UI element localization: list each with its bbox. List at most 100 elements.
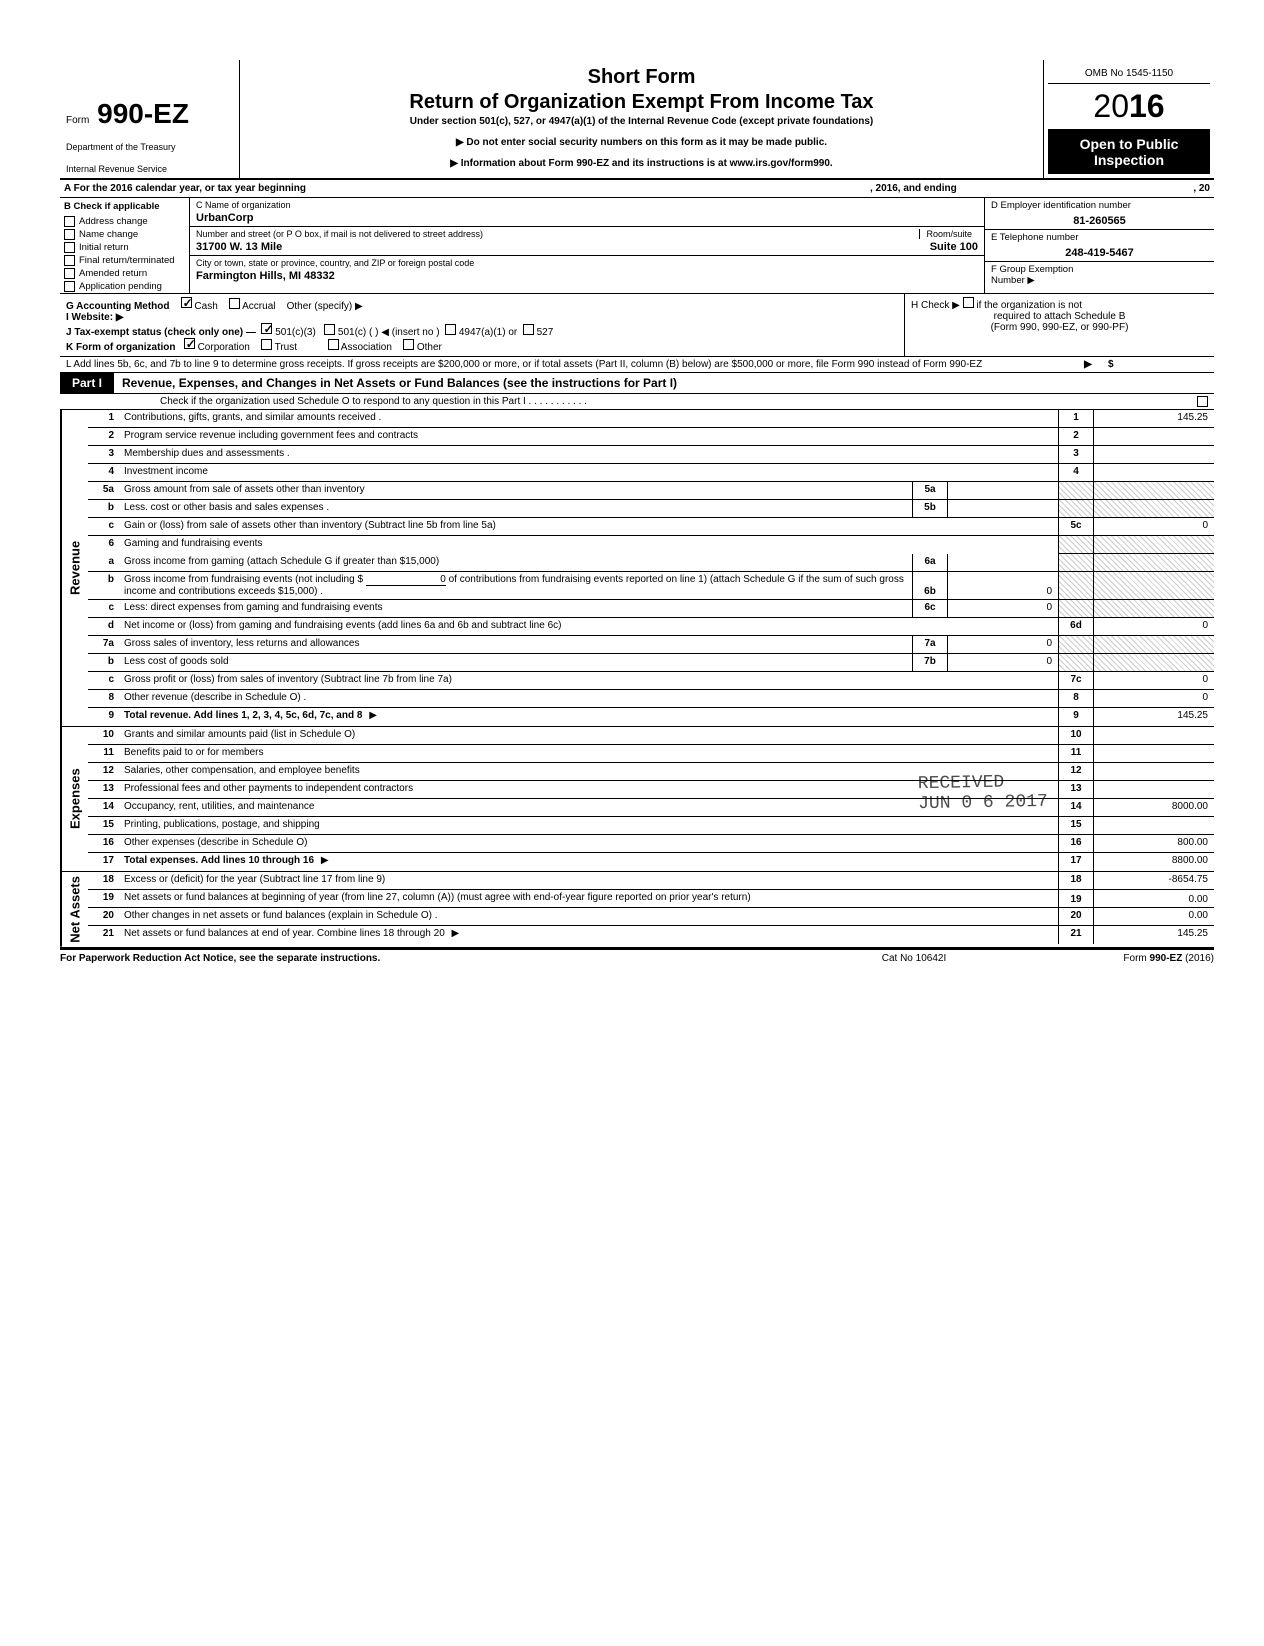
line-ref: 13 (1058, 781, 1094, 798)
checkbox-icon (64, 255, 75, 266)
line-num: 1 (88, 410, 120, 427)
chk-label: Final return/terminated (79, 255, 175, 266)
chk-final-return[interactable]: Final return/terminated (60, 254, 189, 267)
line-val (1094, 446, 1214, 463)
line-21-desc: Net assets or fund balances at end of ye… (124, 928, 445, 939)
chk-527[interactable] (523, 324, 534, 335)
line-num: 21 (88, 926, 120, 944)
i-label: I Website: ▶ (66, 312, 124, 323)
l-text: L Add lines 5b, 6c, and 7b to line 9 to … (66, 359, 1068, 370)
chk-schedule-o[interactable] (1197, 396, 1208, 407)
chk-501c3[interactable] (261, 323, 272, 334)
form-number: 990-EZ (97, 98, 189, 129)
check-o-text: Check if the organization used Schedule … (160, 396, 1197, 407)
chk-4947[interactable] (445, 324, 456, 335)
mid-val (948, 554, 1058, 571)
6b-amt: 0 (366, 574, 446, 586)
h-text2: if the organization is not (976, 300, 1082, 311)
line-num: 14 (88, 799, 120, 816)
line-desc: Professional fees and other payments to … (120, 781, 1058, 798)
line-val: 0.00 (1094, 908, 1214, 925)
chk-amended-return[interactable]: Amended return (60, 267, 189, 280)
omb-number: OMB No 1545-1150 (1048, 64, 1210, 84)
k-label: K Form of organization (66, 342, 175, 353)
line-num: b (88, 654, 120, 671)
chk-assoc[interactable] (328, 339, 339, 350)
line-val (1094, 464, 1214, 481)
chk-address-change[interactable]: Address change (60, 215, 189, 228)
chk-other[interactable] (403, 339, 414, 350)
g-other: Other (specify) ▶ (287, 301, 363, 312)
part1-tab: Part I (60, 373, 114, 393)
subtitle: Under section 501(c), 527, or 4947(a)(1)… (250, 116, 1033, 127)
form-footer: For Paperwork Reduction Act Notice, see … (60, 949, 1214, 964)
footer-form: 990-EZ (1150, 953, 1183, 964)
chk-cash[interactable] (181, 297, 192, 308)
chk-initial-return[interactable]: Initial return (60, 241, 189, 254)
footer-pre: Form (1123, 953, 1149, 964)
line-num: d (88, 618, 120, 635)
header-center: Short Form Return of Organization Exempt… (240, 60, 1044, 178)
checkbox-icon (64, 229, 75, 240)
mid-val: 0 (948, 654, 1058, 671)
line-num: 12 (88, 763, 120, 780)
title-short: Short Form (250, 66, 1033, 89)
line-desc: Other revenue (describe in Schedule O) . (120, 690, 1058, 707)
line-21: 21 Net assets or fund balances at end of… (88, 926, 1214, 944)
chk-label: Address change (79, 216, 148, 227)
chk-trust[interactable] (261, 339, 272, 350)
line-desc: Grants and similar amounts paid (list in… (120, 727, 1058, 744)
line-19: 19 Net assets or fund balances at beginn… (88, 890, 1214, 908)
line-desc: Gaming and fundraising events (120, 536, 1058, 554)
g-label: G Accounting Method (66, 301, 170, 312)
line-ref: 14 (1058, 799, 1094, 816)
section-bcdef: B Check if applicable Address change Nam… (60, 198, 1214, 293)
chk-application-pending[interactable]: Application pending (60, 280, 189, 293)
line-8: 8 Other revenue (describe in Schedule O)… (88, 690, 1214, 708)
c-addr-line: Number and street (or P O box, if mail i… (190, 227, 984, 256)
net-assets-section: Net Assets 18 Excess or (deficit) for th… (60, 872, 1214, 949)
chk-corp[interactable] (184, 338, 195, 349)
chk-501c[interactable] (324, 324, 335, 335)
k-trust: Trust (275, 342, 297, 353)
e-phone: E Telephone number 248-419-5467 (985, 230, 1214, 262)
mid-val: 0 (948, 572, 1058, 599)
line-6b: b Gross income from fundraising events (… (88, 572, 1214, 600)
arrow-icon (365, 710, 381, 721)
line-ref: 4 (1058, 464, 1094, 481)
revenue-rows: 1 Contributions, gifts, grants, and simi… (88, 410, 1214, 726)
line-num: 6 (88, 536, 120, 554)
row-l: L Add lines 5b, 6c, and 7b to line 9 to … (60, 357, 1214, 373)
j-4947: 4947(a)(1) or (459, 327, 517, 338)
line-5c: c Gain or (loss) from sale of assets oth… (88, 518, 1214, 536)
blocked-cell (1094, 572, 1214, 599)
line-desc: Benefits paid to or for members (120, 745, 1058, 762)
line-num: 2 (88, 428, 120, 445)
f-group-exemption: F Group Exemption Number ▶ (985, 262, 1214, 293)
mid-val (948, 482, 1058, 499)
line-5a: 5a Gross amount from sale of assets othe… (88, 482, 1214, 500)
mid-val: 0 (948, 636, 1058, 653)
line-ref: 6d (1058, 618, 1094, 635)
checkbox-icon (64, 281, 75, 292)
chk-name-change[interactable]: Name change (60, 228, 189, 241)
chk-schedule-b[interactable] (963, 297, 974, 308)
h-text4: (Form 990, 990-EZ, or 990-PF) (911, 322, 1208, 333)
mid-val: 0 (948, 600, 1058, 617)
mid-ref: 7a (912, 636, 948, 653)
line-desc: Less cost of goods sold (120, 654, 912, 671)
line-val: 0.00 (1094, 890, 1214, 907)
title-main: Return of Organization Exempt From Incom… (250, 91, 1033, 114)
line-ref: 21 (1058, 926, 1094, 944)
line-num: a (88, 554, 120, 571)
d-ein: D Employer identification number 81-2605… (985, 198, 1214, 230)
line-13: 13 Professional fees and other payments … (88, 781, 1214, 799)
row-a-left: A For the 2016 calendar year, or tax yea… (64, 183, 870, 194)
chk-accrual[interactable] (229, 298, 240, 309)
line-val (1094, 817, 1214, 834)
line-desc: Net assets or fund balances at beginning… (120, 890, 1058, 907)
h-text1: H Check ▶ (911, 300, 960, 311)
e-value: 248-419-5467 (991, 243, 1208, 259)
line-num: b (88, 572, 120, 599)
line-9: 9 Total revenue. Add lines 1, 2, 3, 4, 5… (88, 708, 1214, 726)
